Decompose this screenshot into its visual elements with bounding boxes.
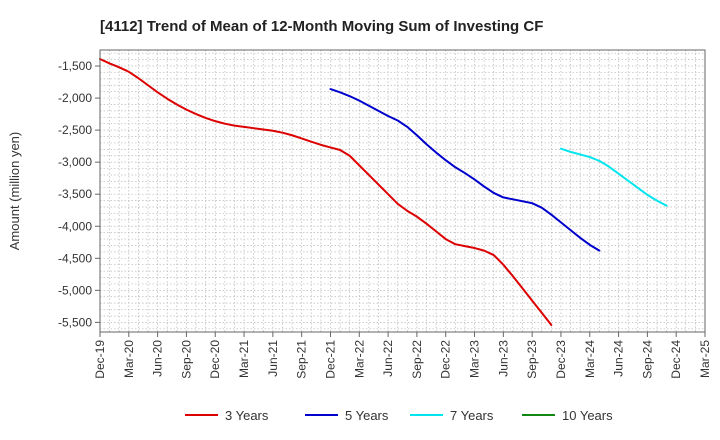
- chart-title: [4112] Trend of Mean of 12-Month Moving …: [100, 18, 543, 35]
- x-tick-label: Dec-20: [208, 340, 222, 379]
- x-tick-label: Mar-20: [122, 340, 136, 378]
- y-tick-label: -5,000: [58, 283, 92, 297]
- x-tick-label: Jun-20: [151, 340, 165, 377]
- x-tick-label: Sep-23: [525, 340, 539, 379]
- legend: 3 Years 5 Years 7 Years 10 Years: [185, 408, 613, 423]
- x-tick-label: Mar-22: [352, 340, 366, 378]
- x-tick-label: Mar-24: [583, 340, 597, 378]
- x-tick-label: Mar-23: [468, 340, 482, 378]
- x-tick-label: Dec-19: [93, 340, 107, 379]
- x-tick-label: Sep-22: [410, 340, 424, 379]
- x-tick-label: Sep-20: [179, 340, 193, 379]
- series-line-5-years: [329, 88, 601, 252]
- plot-frame: [99, 49, 706, 333]
- x-tick-label: Dec-24: [669, 340, 683, 379]
- y-tick-label: -4,500: [58, 251, 92, 265]
- x-tick-label: Sep-21: [295, 340, 309, 379]
- y-axis-ticks: -1,500 -2,000 -2,500 -3,000 -3,500 -4,000 -4,5…: [58, 59, 100, 329]
- legend-label-10-years: 10 Years: [562, 408, 613, 423]
- grid-lines: [100, 50, 705, 332]
- y-tick-label: -2,500: [58, 123, 92, 137]
- x-tick-label: Dec-21: [323, 340, 337, 379]
- legend-label-5-years: 5 Years: [345, 408, 389, 423]
- x-tick-label: Dec-23: [554, 340, 568, 379]
- x-tick-label: Jun-23: [496, 340, 510, 377]
- y-tick-label: -3,000: [58, 155, 92, 169]
- x-tick-label: Dec-22: [439, 340, 453, 379]
- y-axis-label: Amount (million yen): [7, 132, 22, 251]
- y-tick-label: -1,500: [58, 59, 92, 73]
- series-line-7-years: [559, 147, 668, 207]
- y-tick-label: -3,500: [58, 187, 92, 201]
- y-tick-label: -2,000: [58, 91, 92, 105]
- y-tick-label: -4,000: [58, 219, 92, 233]
- legend-label-3-years: 3 Years: [225, 408, 269, 423]
- legend-label-7-years: 7 Years: [450, 408, 494, 423]
- x-axis-ticks: Dec-19 Mar-20 Jun-20 Sep-20 Dec-20 Mar-21 Jun-…: [93, 332, 712, 379]
- x-tick-label: Jun-22: [381, 340, 395, 377]
- x-tick-label: Jun-24: [612, 340, 626, 377]
- series-lines: [99, 57, 668, 326]
- x-tick-label: Jun-21: [266, 340, 280, 377]
- series-line-3-years: [99, 57, 553, 326]
- x-tick-label: Mar-25: [698, 340, 712, 378]
- y-tick-label: -5,500: [58, 315, 92, 329]
- x-tick-label: Mar-21: [237, 340, 251, 378]
- x-tick-label: Sep-24: [640, 340, 654, 379]
